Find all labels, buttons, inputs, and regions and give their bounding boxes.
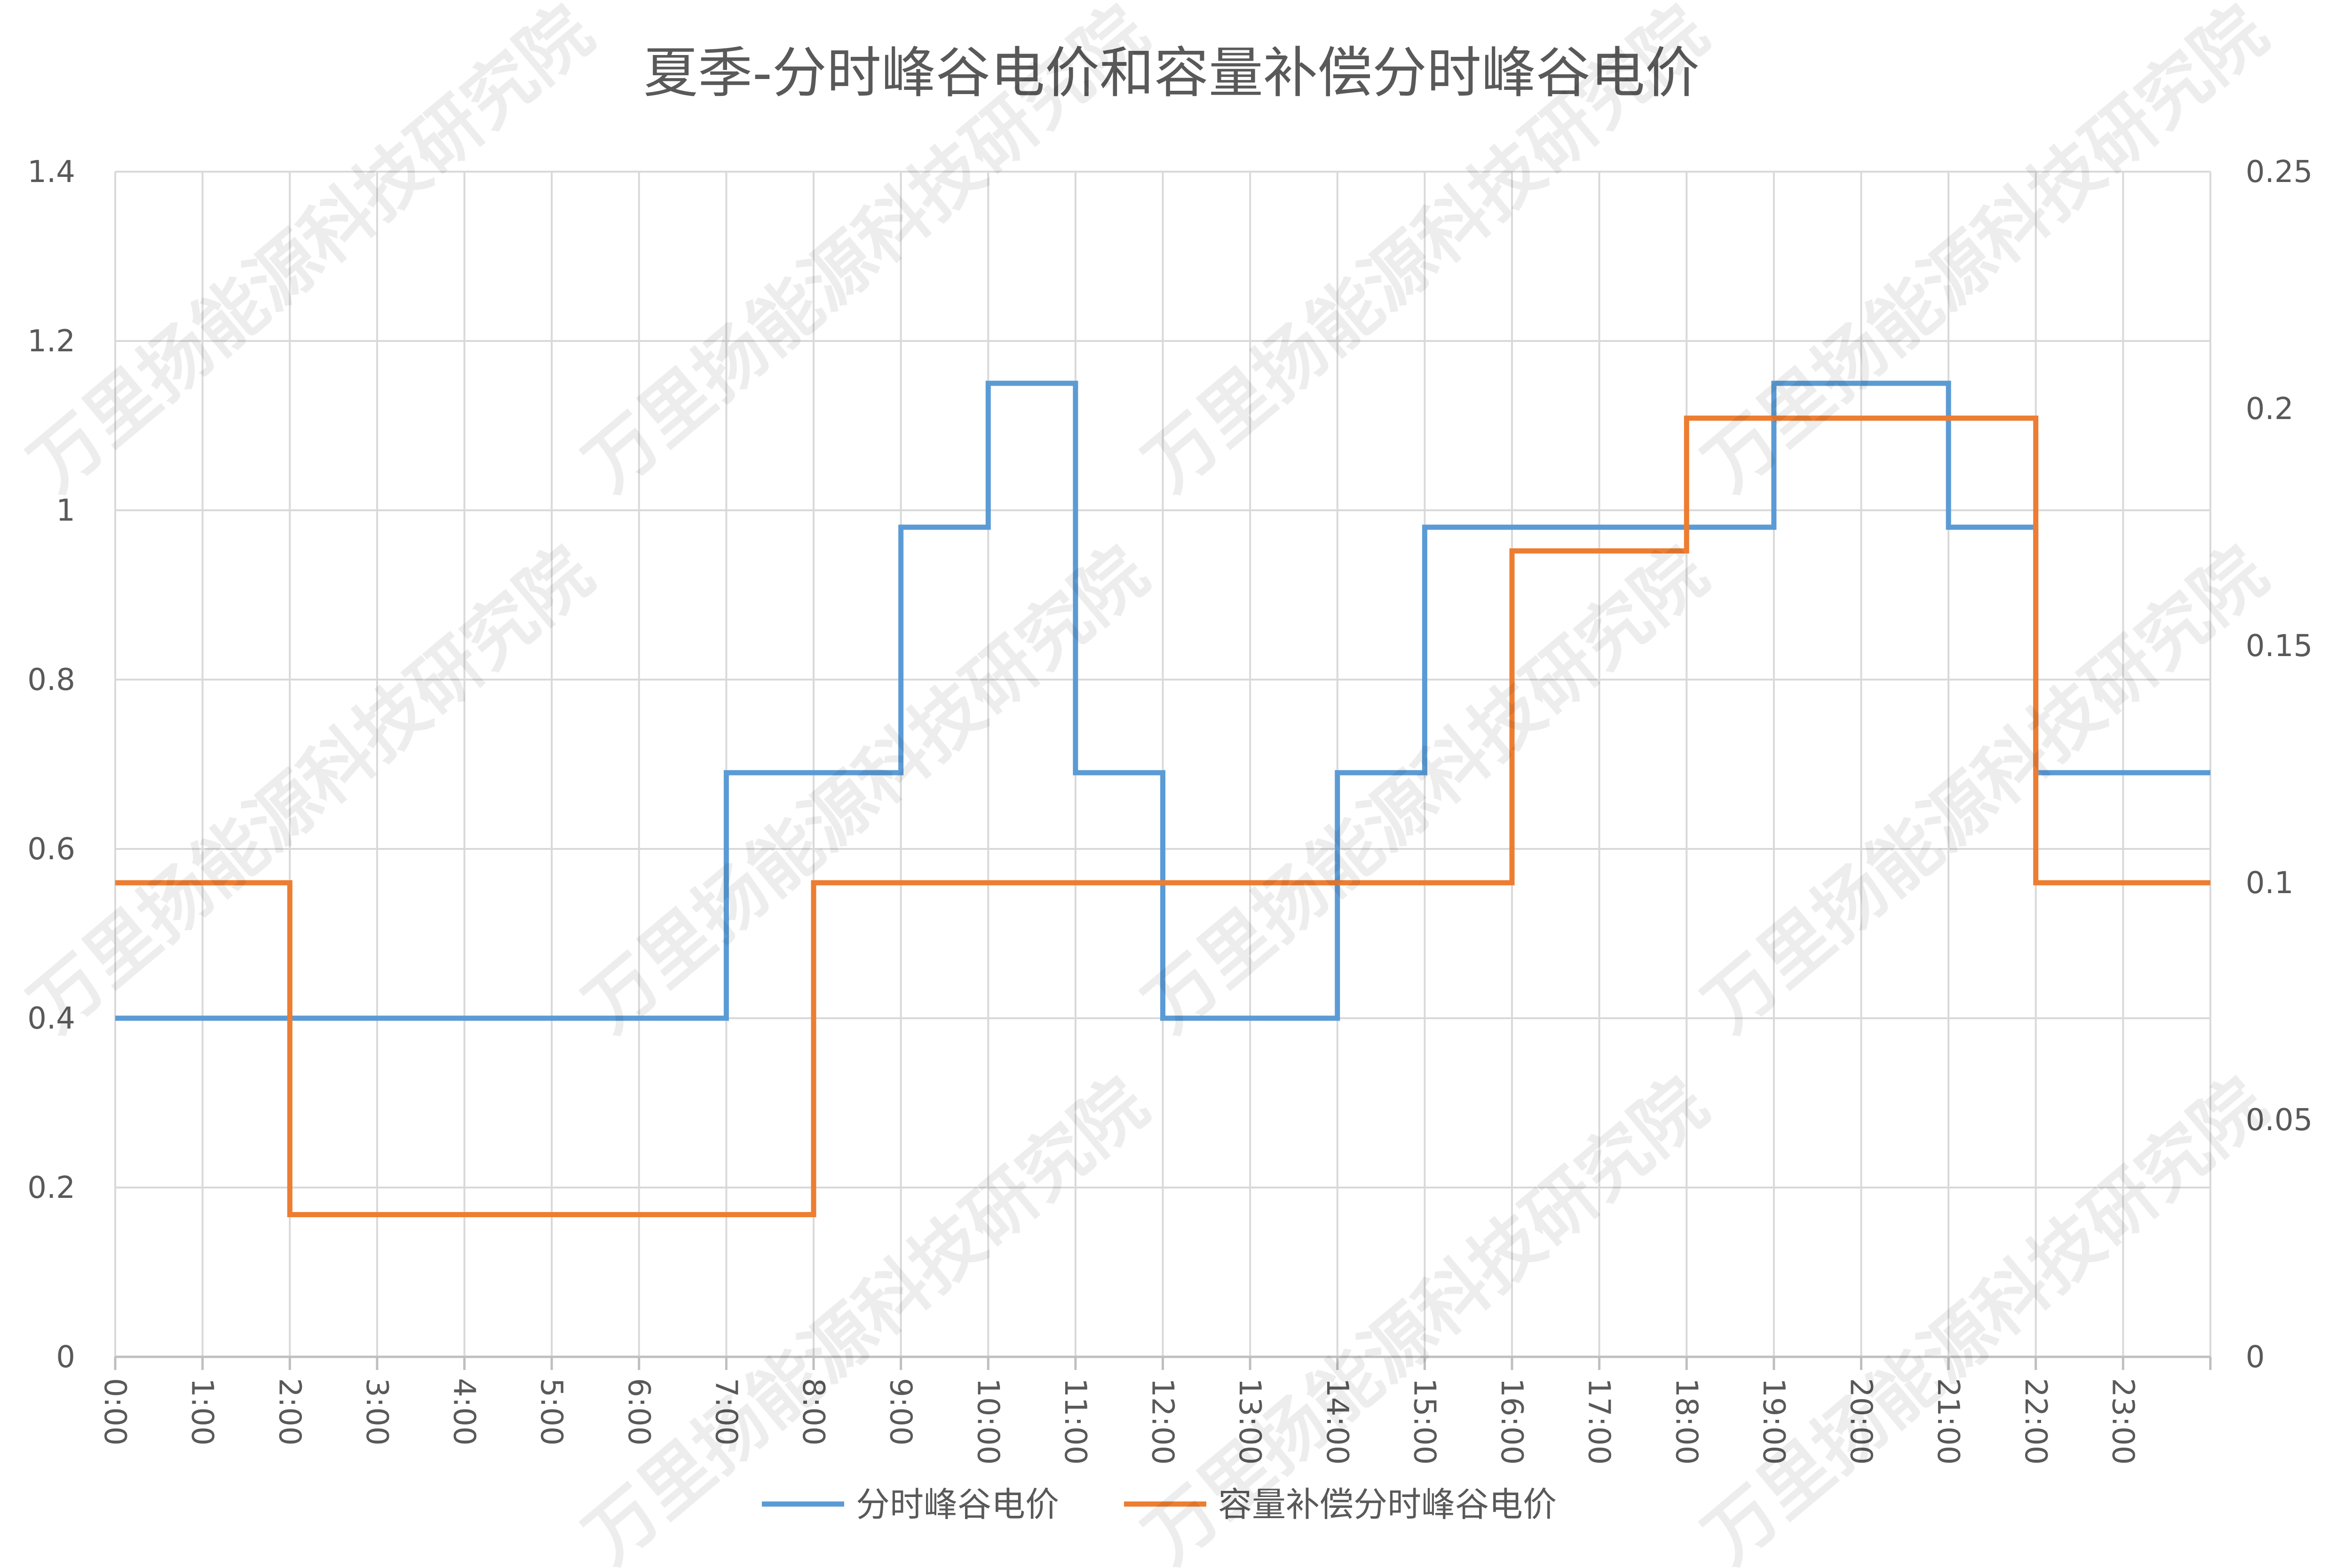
x-tick-label: 20:00 (1844, 1378, 1878, 1465)
series-line-2 (115, 415, 2210, 1218)
x-tick-label: 17:00 (1582, 1378, 1616, 1465)
legend: 分时峰谷电价 容量补偿分时峰谷电价 (762, 1485, 1557, 1524)
x-tick-label: 13:00 (1232, 1378, 1267, 1465)
x-tick-label: 12:00 (1145, 1378, 1180, 1465)
x-tick-label: 8:00 (796, 1378, 831, 1446)
y-left-tick-label: 0 (56, 1340, 75, 1375)
series-layer (115, 380, 2210, 1218)
x-tick-label: 1:00 (185, 1378, 220, 1446)
y-left-tick-label: 0.4 (27, 1001, 75, 1036)
x-tick-label: 23:00 (2105, 1378, 2140, 1465)
x-tick-label: 6:00 (621, 1378, 656, 1446)
x-tick-label: 22:00 (2018, 1378, 2053, 1465)
y-left-tick-label: 1 (56, 493, 75, 528)
y-left-tick-label: 0.8 (27, 663, 75, 697)
y-left-tick-label: 1.2 (27, 324, 75, 359)
x-tick-label: 10:00 (970, 1378, 1005, 1465)
y-right-tick-label: 0.05 (2246, 1103, 2313, 1138)
x-tick-label: 14:00 (1320, 1378, 1354, 1465)
y-left-tick-label: 1.4 (27, 155, 75, 190)
axes: 0 0.2 0.4 0.6 0.8 1 1.2 1.4 0 0.05 0.1 0.15 0.2 0.25 0… (27, 155, 2312, 1465)
x-tick-label: 9:00 (883, 1378, 918, 1446)
chart-title: 夏季-分时峰谷电价和容量补偿分时峰谷电价 (643, 41, 1700, 105)
x-tick-label: 11:00 (1058, 1378, 1092, 1465)
x-tick-label: 16:00 (1494, 1378, 1529, 1465)
x-tick-label: 5:00 (534, 1378, 569, 1446)
x-tick-label: 0:00 (97, 1378, 132, 1446)
x-tick-label: 21:00 (1931, 1378, 1965, 1465)
legend-label-1: 分时峰谷电价 (856, 1485, 1059, 1524)
y-right-tick-label: 0.1 (2246, 866, 2294, 901)
y-right-tick-label: 0.2 (2246, 392, 2294, 427)
x-tick-label: 19:00 (1756, 1378, 1791, 1465)
y-right-tick-label: 0.25 (2246, 155, 2313, 190)
x-tick-label: 15:00 (1407, 1378, 1441, 1465)
x-tick-label: 2:00 (272, 1378, 307, 1446)
y-right-tick-label: 0 (2246, 1340, 2265, 1375)
legend-label-2: 容量补偿分时峰谷电价 (1218, 1485, 1557, 1524)
y-left-tick-label: 0.6 (27, 832, 75, 867)
x-tick-label: 4:00 (447, 1378, 482, 1446)
series-line-1 (115, 380, 2210, 1021)
x-tick-label: 3:00 (359, 1378, 394, 1446)
y-left-tick-label: 0.2 (27, 1171, 75, 1205)
x-tick-label: 18:00 (1669, 1378, 1703, 1465)
y-right-tick-label: 0.15 (2246, 629, 2313, 664)
x-tick-label: 7:00 (708, 1378, 743, 1446)
